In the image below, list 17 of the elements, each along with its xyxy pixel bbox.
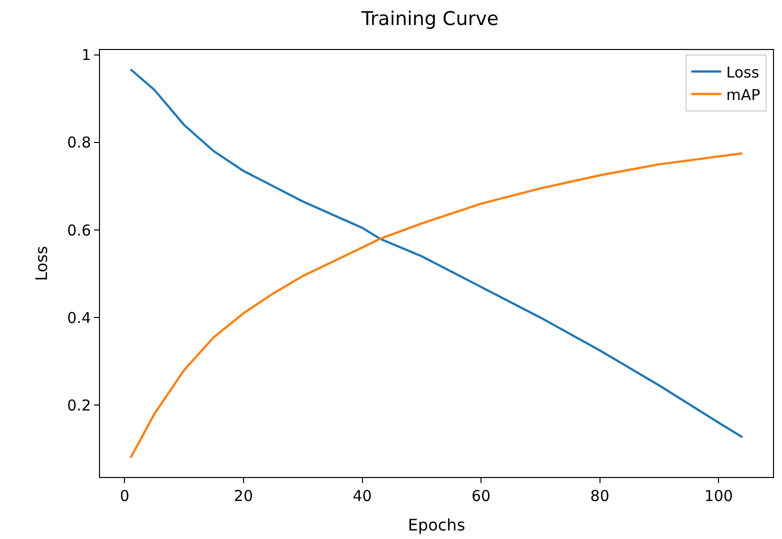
x-tick-label: 60	[472, 487, 491, 505]
x-tick-label: 100	[704, 487, 733, 505]
x-axis-title: Epochs	[408, 516, 466, 535]
x-tick-label: 0	[120, 487, 130, 505]
legend-label: Loss	[726, 63, 760, 82]
x-tick-label: 80	[590, 487, 610, 505]
x-tick-label: 20	[234, 487, 253, 505]
x-tick-label: 40	[352, 487, 372, 505]
y-tick-label: 0.8	[67, 134, 91, 152]
y-axis-title: Loss	[32, 246, 52, 282]
line-series	[129, 152, 744, 459]
y-tick-label: 0.6	[67, 221, 91, 240]
y-tick-label: 0.4	[67, 308, 91, 327]
y-tick-label: 1	[81, 46, 91, 64]
legend-label: mAP	[726, 86, 760, 104]
y-tick-label: 0.2	[67, 396, 91, 414]
chart-title: Training Curve	[360, 8, 499, 30]
